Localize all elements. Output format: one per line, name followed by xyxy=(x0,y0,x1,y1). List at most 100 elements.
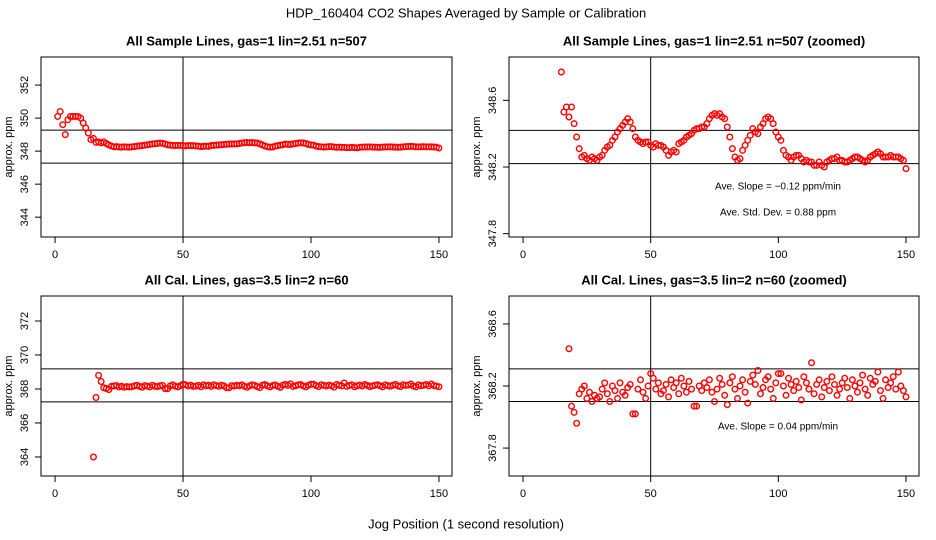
data-point xyxy=(626,380,634,388)
y-tick-label: 344 xyxy=(19,208,31,226)
data-point xyxy=(629,410,637,418)
data-point xyxy=(84,129,92,137)
y-axis-label: approx. ppm xyxy=(471,355,483,416)
data-point xyxy=(726,133,734,141)
y-tick-label: 348.6 xyxy=(487,87,499,115)
data-point xyxy=(744,399,752,407)
data-point xyxy=(723,123,731,131)
data-point xyxy=(649,374,657,382)
data-point xyxy=(810,161,818,169)
data-point xyxy=(887,379,895,387)
data-point xyxy=(818,393,826,401)
data-point xyxy=(889,373,897,381)
data-point xyxy=(836,385,844,393)
data-point xyxy=(777,370,785,378)
data-point xyxy=(585,388,593,396)
panel-title: All Cal. Lines, gas=3.5 lin=2 n=60 (zoom… xyxy=(581,272,847,287)
data-point xyxy=(739,376,747,384)
panel-title: All Sample Lines, gas=1 lin=2.51 n=507 (… xyxy=(563,33,865,48)
y-tick-label: 370 xyxy=(19,346,31,364)
annotation: Ave. Slope = −0.12 ppm/min xyxy=(715,182,841,193)
y-axis-label: approx. ppm xyxy=(3,116,15,177)
annotation: Ave. Slope = 0.04 ppm/min xyxy=(718,422,838,433)
x-tick-label: 150 xyxy=(430,488,448,500)
data-point xyxy=(698,123,706,131)
data-point xyxy=(876,387,884,395)
data-point xyxy=(713,385,721,393)
data-point xyxy=(769,394,777,402)
data-point xyxy=(95,371,103,379)
y-tick-label: 348.2 xyxy=(487,153,499,181)
data-point xyxy=(785,374,793,382)
plot-frame xyxy=(40,295,453,477)
x-tick-label: 100 xyxy=(769,488,787,500)
data-point xyxy=(736,382,744,390)
data-point xyxy=(902,165,910,173)
data-point xyxy=(61,131,69,139)
data-point xyxy=(603,390,611,398)
data-point xyxy=(611,387,619,395)
data-point xyxy=(864,391,872,399)
data-point xyxy=(779,382,787,390)
y-axis-label: approx. ppm xyxy=(471,116,483,177)
data-point xyxy=(659,387,667,395)
x-tick-label: 100 xyxy=(769,249,787,261)
data-point xyxy=(642,138,650,146)
data-point xyxy=(557,68,565,76)
figure-title: HDP_160404 CO2 Shapes Averaged by Sample… xyxy=(286,5,646,20)
data-point xyxy=(588,398,596,406)
data-point xyxy=(792,377,800,385)
data-point xyxy=(899,156,907,164)
plot-frame xyxy=(40,56,453,238)
data-point xyxy=(688,385,696,393)
data-point xyxy=(726,379,734,387)
data-point xyxy=(805,385,813,393)
x-tick-label: 0 xyxy=(520,249,526,261)
data-point xyxy=(764,373,772,381)
data-point xyxy=(606,398,614,406)
y-tick-label: 368 xyxy=(19,380,31,398)
data-point xyxy=(570,408,578,416)
data-point xyxy=(596,393,604,401)
data-point xyxy=(642,394,650,402)
data-point xyxy=(728,145,736,153)
data-point xyxy=(728,373,736,381)
data-point xyxy=(662,380,670,388)
y-tick-label: 364 xyxy=(19,448,31,466)
data-point xyxy=(89,453,97,461)
y-tick-label: 348 xyxy=(19,142,31,160)
data-point xyxy=(583,394,591,402)
y-tick-label: 350 xyxy=(19,109,31,127)
data-point xyxy=(848,376,856,384)
data-point xyxy=(723,401,731,409)
data-point xyxy=(772,379,780,387)
data-point xyxy=(859,371,867,379)
y-tick-label: 367.8 xyxy=(487,434,499,462)
x-tick-label: 50 xyxy=(645,249,657,261)
data-point xyxy=(626,118,634,126)
data-point xyxy=(759,384,767,392)
data-point xyxy=(703,384,711,392)
data-point xyxy=(156,382,164,390)
data-point xyxy=(879,394,887,402)
data-point xyxy=(570,120,578,128)
data-point xyxy=(823,377,831,385)
data-point xyxy=(721,391,729,399)
data-point xyxy=(711,398,719,406)
data-point xyxy=(97,377,105,385)
data-point xyxy=(435,383,443,391)
x-tick-label: 0 xyxy=(52,249,58,261)
data-point xyxy=(874,368,882,376)
data-point xyxy=(774,370,782,378)
data-point xyxy=(846,394,854,402)
data-point xyxy=(580,382,588,390)
data-point xyxy=(902,393,910,401)
data-point xyxy=(716,374,724,382)
panel: All Sample Lines, gas=1 lin=2.51 n=507 ap… xyxy=(3,33,453,261)
y-tick-label: 352 xyxy=(19,76,31,94)
panel-title: All Sample Lines, gas=1 lin=2.51 n=507 xyxy=(126,33,367,48)
data-point xyxy=(820,384,828,392)
data-point xyxy=(708,388,716,396)
